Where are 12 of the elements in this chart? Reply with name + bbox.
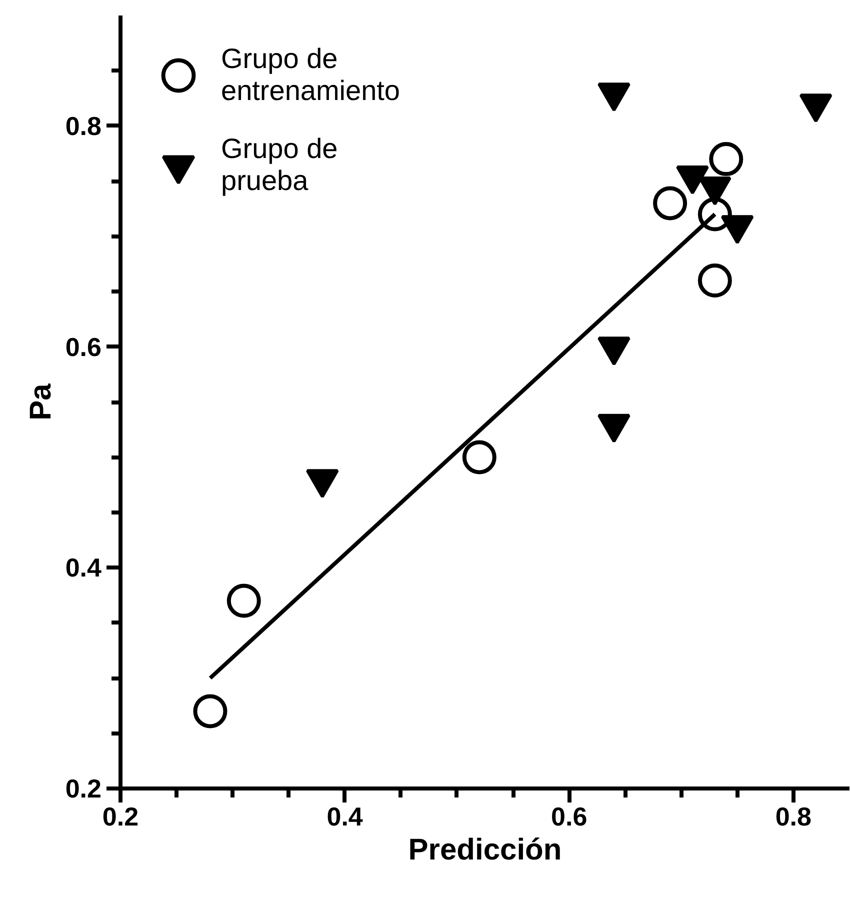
- y-tick-label: 0.2: [65, 774, 102, 804]
- x-tick-label: 0.6: [551, 802, 588, 832]
- y-axis-title: Pa: [24, 383, 58, 420]
- y-tick-label: 0.6: [65, 332, 102, 362]
- x-tick-label: 0.2: [102, 802, 139, 832]
- legend-label: Grupo de entrenamiento: [221, 42, 400, 108]
- legend-label: Grupo de prueba: [221, 132, 338, 198]
- y-tick-label: 0.4: [65, 552, 102, 583]
- x-tick-label: 0.4: [326, 802, 364, 832]
- x-axis-title: Predicción: [408, 834, 562, 866]
- x-tick-label: 0.8: [775, 802, 812, 832]
- y-tick-label: 0.8: [65, 110, 102, 141]
